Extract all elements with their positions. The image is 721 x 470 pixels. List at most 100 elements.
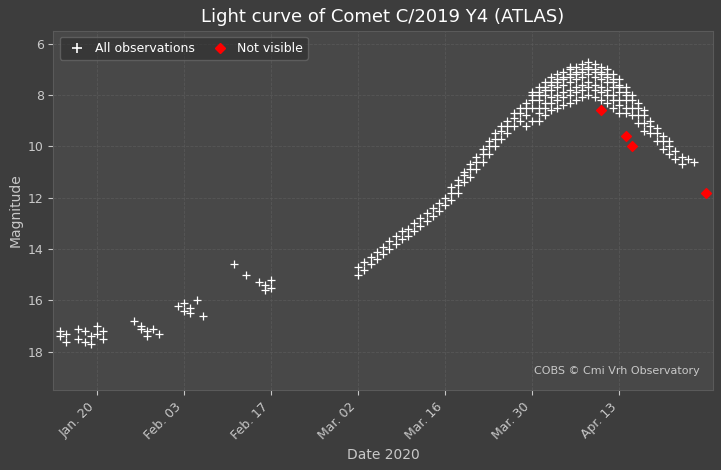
Point (583, 58, 594, 65)
Point (452, 189, 464, 196)
Point (464, 161, 476, 168)
Point (651, 130, 663, 137)
Point (545, 78, 557, 86)
Point (557, 88, 569, 96)
Point (502, 130, 513, 137)
Point (601, 86, 613, 94)
Point (626, 91, 637, 99)
Point (589, 81, 601, 88)
Point (440, 202, 451, 209)
Point (626, 112, 637, 119)
Point (564, 86, 575, 94)
Point (533, 88, 544, 96)
Point (259, 286, 270, 294)
Point (54, 333, 66, 340)
Point (570, 84, 582, 91)
Title: Light curve of Comet C/2019 Y4 (ATLAS): Light curve of Comet C/2019 Y4 (ATLAS) (201, 8, 565, 26)
Point (576, 94, 588, 101)
Point (545, 99, 557, 106)
Point (620, 84, 632, 91)
Point (620, 96, 632, 104)
Point (595, 107, 606, 114)
Point (197, 312, 208, 320)
Point (701, 189, 712, 196)
Point (645, 122, 656, 130)
Point (557, 73, 569, 81)
Point (495, 127, 507, 134)
Point (402, 225, 414, 232)
Point (564, 73, 575, 81)
Point (614, 76, 625, 83)
Point (639, 119, 650, 127)
Point (452, 181, 464, 188)
Point (583, 84, 594, 91)
Point (670, 156, 681, 163)
Point (458, 171, 469, 178)
Y-axis label: Magnitude: Magnitude (9, 173, 22, 247)
Point (371, 256, 383, 263)
Point (607, 70, 619, 78)
Point (471, 158, 482, 165)
Point (495, 135, 507, 142)
Point (589, 86, 601, 94)
Point (639, 127, 650, 134)
Point (446, 196, 457, 204)
Point (557, 81, 569, 88)
Point (508, 114, 519, 122)
Point (601, 73, 613, 81)
Point (85, 340, 97, 348)
Point (545, 73, 557, 81)
Point (651, 125, 663, 132)
Point (557, 76, 569, 83)
Point (365, 261, 376, 268)
Point (595, 70, 606, 78)
Point (539, 91, 551, 99)
Point (676, 153, 687, 160)
Point (178, 299, 190, 307)
Point (265, 276, 277, 284)
Point (601, 91, 613, 99)
Point (583, 65, 594, 73)
Point (464, 165, 476, 173)
Point (402, 233, 414, 240)
Point (427, 204, 438, 212)
Point (607, 96, 619, 104)
Point (539, 99, 551, 106)
Point (371, 248, 383, 255)
Point (552, 104, 563, 111)
Point (557, 94, 569, 101)
Point (73, 325, 84, 332)
Point (421, 209, 433, 217)
Point (626, 142, 637, 150)
Point (54, 328, 66, 335)
Point (589, 60, 601, 68)
Point (632, 104, 644, 111)
Point (564, 99, 575, 106)
Point (514, 104, 526, 111)
Point (657, 137, 668, 145)
Point (632, 112, 644, 119)
Point (595, 68, 606, 76)
Point (595, 76, 606, 83)
Point (471, 165, 482, 173)
Point (583, 91, 594, 99)
Point (433, 207, 445, 214)
Point (564, 70, 575, 78)
Point (632, 119, 644, 127)
Point (545, 81, 557, 88)
Text: COBS © Cmi Vrh Observatory: COBS © Cmi Vrh Observatory (534, 366, 699, 376)
X-axis label: Date 2020: Date 2020 (347, 447, 420, 462)
Point (576, 86, 588, 94)
Point (557, 68, 569, 76)
Point (421, 217, 433, 225)
Point (570, 70, 582, 78)
Point (552, 84, 563, 91)
Point (60, 330, 71, 337)
Point (477, 150, 488, 158)
Point (595, 96, 606, 104)
Point (427, 212, 438, 219)
Point (396, 235, 407, 243)
Point (185, 305, 196, 312)
Point (92, 322, 103, 330)
Point (185, 310, 196, 317)
